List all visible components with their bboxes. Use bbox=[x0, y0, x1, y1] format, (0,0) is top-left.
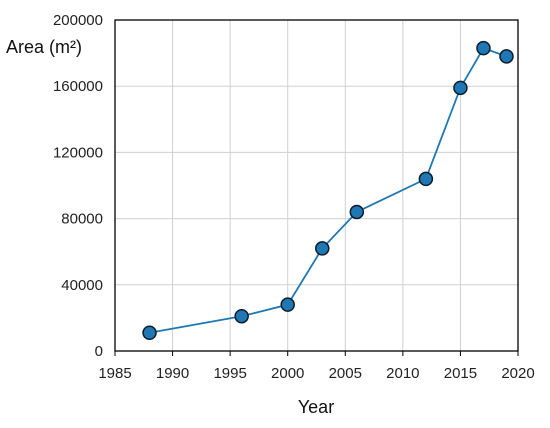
data-point bbox=[280, 297, 295, 312]
data-point bbox=[142, 325, 157, 341]
series-layer bbox=[142, 40, 514, 341]
x-tick-label: 2020 bbox=[501, 365, 534, 382]
y-tick-label: 160000 bbox=[53, 78, 103, 95]
data-point bbox=[234, 308, 249, 324]
gridlines bbox=[115, 20, 518, 351]
x-tick-label: 2010 bbox=[386, 365, 419, 382]
y-tick-label: 0 bbox=[95, 343, 103, 360]
series-line bbox=[149, 47, 507, 334]
x-tick-label: 2000 bbox=[271, 365, 304, 382]
x-tick-label: 2005 bbox=[329, 365, 362, 382]
y-tick-label: 80000 bbox=[61, 211, 103, 228]
plot-area-frame bbox=[114, 19, 519, 352]
y-tick-label: 40000 bbox=[61, 277, 103, 294]
y-tick-label: 200000 bbox=[53, 12, 103, 29]
x-axis-ticks: 1985 1990 1995 2000 2005 2010 2015 2020 bbox=[98, 351, 535, 382]
y-axis-ticks: 0 40000 80000 120000 160000 200000 bbox=[53, 12, 103, 360]
data-point bbox=[418, 171, 434, 187]
x-tick-label: 2015 bbox=[444, 365, 477, 382]
x-tick-label: 1990 bbox=[156, 365, 189, 382]
x-axis-title: Year bbox=[298, 397, 334, 417]
y-tick-label: 120000 bbox=[53, 144, 103, 161]
data-point bbox=[349, 204, 365, 220]
data-point bbox=[453, 80, 468, 96]
x-tick-label: 1985 bbox=[98, 365, 131, 382]
y-axis-title: Area (m²) bbox=[6, 37, 82, 57]
x-tick-label: 1995 bbox=[213, 365, 246, 382]
data-point bbox=[499, 49, 514, 64]
data-point bbox=[476, 40, 491, 56]
data-point bbox=[315, 241, 330, 256]
